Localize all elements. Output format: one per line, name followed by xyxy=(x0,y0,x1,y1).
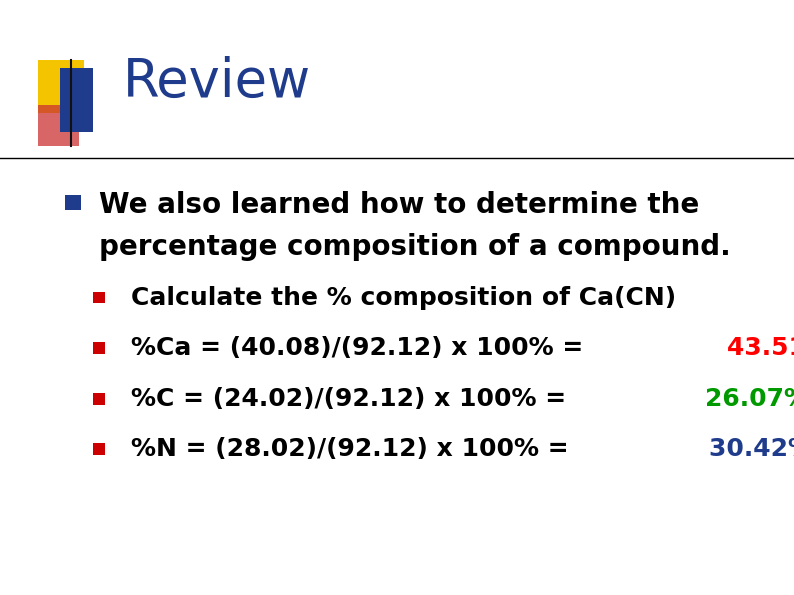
Text: %Ca = (40.08)/(92.12) x 100% =: %Ca = (40.08)/(92.12) x 100% = xyxy=(131,336,592,360)
FancyBboxPatch shape xyxy=(93,342,105,354)
FancyBboxPatch shape xyxy=(38,105,79,146)
Text: percentage composition of a compound.: percentage composition of a compound. xyxy=(99,233,731,261)
Text: %N = (28.02)/(92.12) x 100% =: %N = (28.02)/(92.12) x 100% = xyxy=(131,437,577,461)
Text: 43.51% Ca: 43.51% Ca xyxy=(727,336,794,360)
FancyBboxPatch shape xyxy=(93,292,105,303)
FancyBboxPatch shape xyxy=(38,60,84,113)
FancyBboxPatch shape xyxy=(60,68,93,132)
Text: 30.42% N: 30.42% N xyxy=(708,437,794,461)
Text: We also learned how to determine the: We also learned how to determine the xyxy=(99,191,700,220)
Text: 26.07% C: 26.07% C xyxy=(705,387,794,411)
FancyBboxPatch shape xyxy=(93,393,105,405)
Text: Calculate the % composition of Ca(CN): Calculate the % composition of Ca(CN) xyxy=(131,286,676,309)
FancyBboxPatch shape xyxy=(65,195,81,210)
Text: %C = (24.02)/(92.12) x 100% =: %C = (24.02)/(92.12) x 100% = xyxy=(131,387,575,411)
FancyBboxPatch shape xyxy=(93,443,105,455)
Text: Review: Review xyxy=(123,56,311,108)
